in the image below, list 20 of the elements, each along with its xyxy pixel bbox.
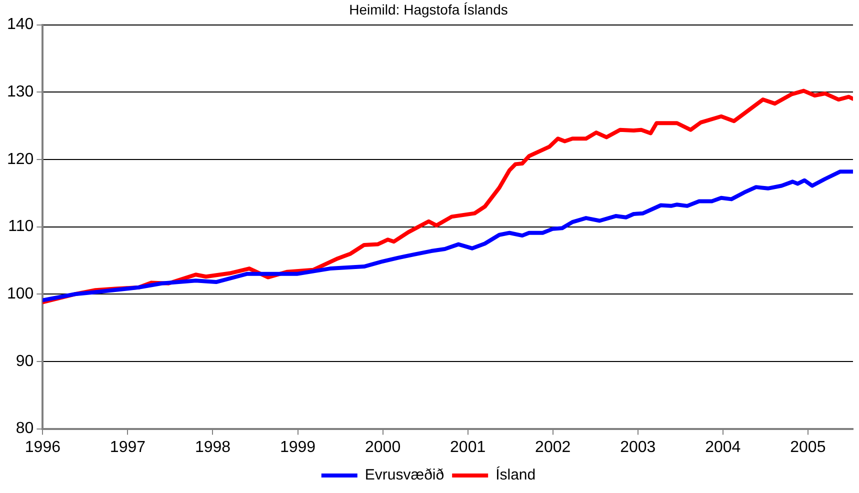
- y-tick-label: 130: [6, 84, 34, 101]
- y-tick-label: 80: [16, 420, 34, 438]
- x-tick-label: 1999: [280, 438, 316, 456]
- chart-title: Heimild: Hagstofa Íslands: [349, 1, 508, 18]
- y-tick-label: 140: [6, 16, 34, 34]
- legend-label: Ísland: [496, 466, 536, 484]
- x-tick-label: 2003: [620, 438, 656, 456]
- x-tick-label: 2005: [790, 438, 826, 456]
- legend-label: Evrusvæðið: [364, 466, 444, 484]
- x-tick-label: 1997: [110, 438, 146, 456]
- y-tick-label: 90: [16, 352, 34, 370]
- y-tick-label: 110: [8, 218, 34, 236]
- y-tick-label: 120: [6, 150, 34, 168]
- x-tick-label: 2001: [450, 438, 486, 456]
- x-tick-label: 2002: [535, 438, 571, 456]
- x-tick-label: 2000: [365, 438, 401, 456]
- x-tick-label: 2004: [705, 438, 741, 456]
- x-tick-label: 1998: [194, 438, 231, 456]
- x-tick-label: 1996: [24, 438, 61, 456]
- y-tick-label: 100: [6, 286, 34, 303]
